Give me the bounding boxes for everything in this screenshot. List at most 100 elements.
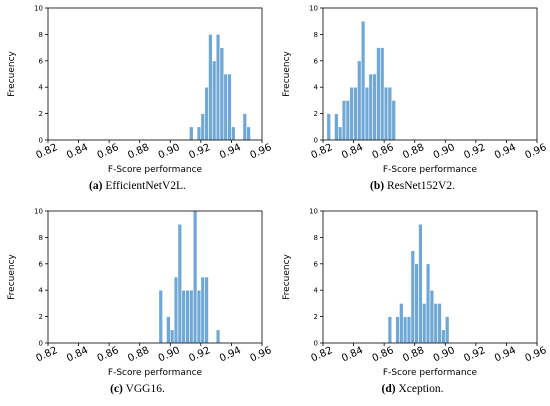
histogram-bar	[215, 34, 221, 141]
histogram-bar	[372, 73, 377, 141]
x-tick-label: 0.86	[371, 345, 396, 364]
histogram-bar	[414, 263, 419, 344]
x-tick-label: 0.90	[432, 345, 457, 364]
bars	[189, 34, 251, 141]
caption-text: Xception.	[398, 383, 444, 395]
histogram-bar	[192, 210, 198, 344]
histogram-bar	[441, 329, 446, 344]
x-tick-label: 0.94	[218, 345, 243, 364]
x-tick-label: 0.84	[65, 142, 90, 161]
histogram-bar	[422, 303, 427, 344]
y-tick-label: 8	[314, 234, 318, 242]
histogram-bar	[345, 100, 351, 141]
x-tick-label: 0.92	[187, 345, 212, 364]
histogram-bar	[223, 73, 228, 141]
histogram-bar	[387, 86, 393, 141]
caption-text: EfficientNetV2L.	[105, 180, 186, 192]
caption-text: ResNet152V2.	[386, 180, 455, 192]
bars	[158, 210, 221, 344]
y-tick-label: 10	[309, 5, 318, 13]
histogram-bar	[357, 60, 362, 141]
x-axis-label: F-Score performance	[383, 368, 478, 378]
y-tick-label: 10	[34, 208, 43, 216]
histogram-resnet152v2: 0 2 4 6 8 10 0.82 0.84 0.86 0.88 0.90 0.92 0.94 0.96 F…	[282, 5, 549, 176]
y-tick-label: 0	[314, 340, 318, 348]
histogram-bar	[227, 73, 232, 141]
histogram-vgg16: 0 2 4 6 8 10 0.82 0.84 0.86 0.88 0.90 0.92 0.94 0.96 F…	[7, 208, 274, 379]
caption-tag: (b)	[370, 180, 385, 192]
caption-vgg16: (c) VGG16.	[0, 383, 275, 395]
histogram-bar	[364, 86, 370, 141]
axes-frame	[322, 7, 538, 141]
y-axis-label: Frecuency	[282, 50, 292, 96]
y-tick-label: 4	[39, 287, 44, 295]
histogram-bar	[391, 100, 396, 141]
histogram-bar	[200, 113, 205, 141]
y-axis-label: Frecuency	[7, 253, 17, 299]
x-tick-label: 0.92	[187, 142, 212, 161]
histogram-bar	[189, 289, 194, 344]
histogram-bar	[185, 289, 190, 344]
y-tick-label: 6	[314, 260, 319, 268]
y-tick-label: 2	[314, 313, 318, 321]
x-tick-label: 0.96	[249, 142, 274, 161]
histogram-bar	[173, 276, 179, 344]
histogram-bar	[395, 316, 400, 344]
histogram-bar	[368, 73, 373, 141]
caption-text: VGG16.	[125, 383, 165, 395]
caption-efficientnetv2l: (a) EfficientNetV2L.	[0, 180, 275, 192]
histogram-bar	[418, 223, 423, 344]
y-tick-label: 6	[39, 57, 44, 65]
histogram-bar	[444, 316, 450, 344]
histogram-bar	[383, 86, 389, 141]
histogram-bar	[246, 126, 251, 141]
histogram-bar	[169, 329, 175, 344]
y-tick-label: 0	[314, 137, 318, 145]
histogram-bar	[196, 289, 202, 344]
x-tick-label: 0.88	[401, 345, 426, 364]
x-tick-label: 0.88	[126, 142, 151, 161]
x-tick-label: 0.96	[524, 142, 549, 161]
x-tick-label: 0.82	[310, 142, 335, 161]
histogram-bar	[204, 86, 209, 141]
x-axis-label: F-Score performance	[108, 165, 203, 175]
caption-resnet152v2: (b) ResNet152V2.	[275, 180, 550, 192]
x-tick-label: 0.90	[432, 142, 457, 161]
caption-tag: (a)	[89, 180, 103, 192]
y-tick-label: 8	[314, 31, 318, 39]
histogram-bar	[341, 100, 347, 141]
histogram-bar	[219, 47, 225, 141]
histogram-bar	[242, 113, 248, 141]
histogram-bar	[410, 250, 416, 344]
x-tick-label: 0.84	[340, 142, 365, 161]
histogram-bar	[337, 126, 343, 141]
y-axis-label: Frecuency	[282, 253, 292, 299]
x-tick-label: 0.82	[35, 345, 60, 364]
x-tick-label: 0.96	[524, 345, 549, 364]
histogram-bar	[189, 126, 194, 141]
y-tick-label: 8	[39, 31, 43, 39]
histogram-bar	[326, 113, 331, 141]
histogram-bar	[429, 289, 435, 344]
histogram-bar	[177, 223, 183, 344]
histogram-bar	[204, 276, 209, 344]
x-tick-label: 0.86	[96, 142, 121, 161]
histogram-bar	[212, 60, 217, 141]
histogram-bar	[231, 126, 236, 141]
x-tick-label: 0.84	[340, 345, 365, 364]
x-tick-label: 0.94	[218, 142, 243, 161]
x-tick-label: 0.92	[462, 142, 487, 161]
histogram-bar	[387, 316, 393, 344]
x-tick-label: 0.96	[249, 345, 274, 364]
x-tick-label: 0.90	[157, 345, 182, 364]
y-tick-label: 10	[309, 208, 318, 216]
bars	[326, 20, 396, 141]
panel-vgg16: 0 2 4 6 8 10 0.82 0.84 0.86 0.88 0.90 0.92 0.94 0.96 F…	[0, 203, 275, 406]
histogram-bar	[200, 276, 205, 344]
histogram-bar	[208, 34, 213, 141]
panel-xception: 0 2 4 6 8 10 0.82 0.84 0.86 0.88 0.90 0.92 0.94 0.96 F…	[275, 203, 550, 406]
histogram-bar	[334, 113, 339, 141]
y-tick-label: 0	[39, 340, 43, 348]
histogram-bar	[437, 303, 442, 344]
